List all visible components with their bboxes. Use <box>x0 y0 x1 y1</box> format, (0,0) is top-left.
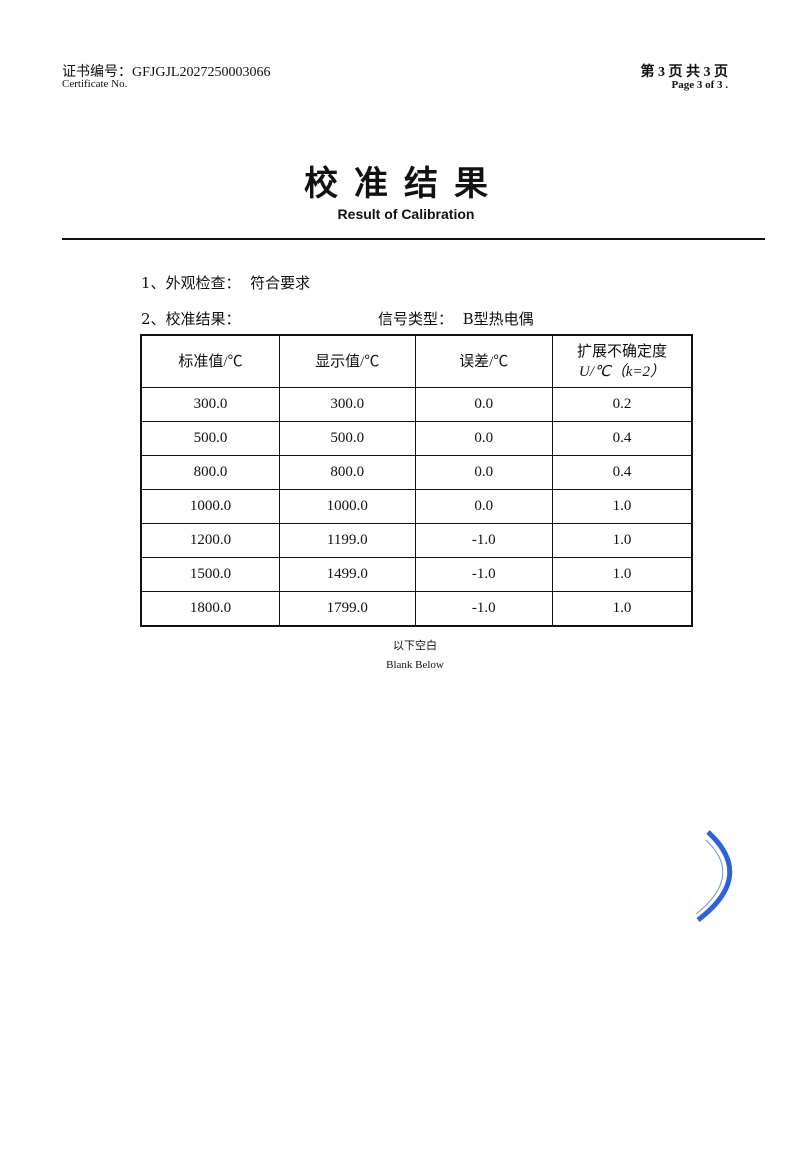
cell-display-value: 800.0 <box>279 455 416 490</box>
cell-error: 0.0 <box>414 421 553 456</box>
page-number-cn: 第 3 页 共 3 页 <box>640 65 729 80</box>
cell-standard-value: 1200.0 <box>140 523 280 558</box>
table-header-row: 标准值/℃ 显示值/℃ 误差/℃ 扩展不确定度 U/℃（k=2） <box>140 334 693 388</box>
cell-error: 0.0 <box>414 387 553 422</box>
table-row: 1500.0 1499.0 -1.0 1.0 <box>140 557 693 592</box>
signal-type-value: B型热电偶 <box>462 310 534 328</box>
cell-error: 0.0 <box>414 455 553 490</box>
appearance-value: 符合要求 <box>250 274 311 292</box>
appearance-label: 1、外观检查： <box>141 274 241 292</box>
cell-standard-value: 300.0 <box>140 387 280 422</box>
table-row: 1000.0 1000.0 0.0 1.0 <box>140 489 693 524</box>
certificate-number: 证书编号：GFJGJL2027250003066 <box>62 61 270 81</box>
page-subtitle: Result of Calibration <box>337 206 475 222</box>
calibration-table: 标准值/℃ 显示值/℃ 误差/℃ 扩展不确定度 U/℃（k=2） 300.0 300… <box>140 334 693 627</box>
cell-display-value: 1499.0 <box>279 557 416 592</box>
header-error: 误差/℃ <box>414 334 553 388</box>
blank-below-en: Blank Below <box>386 659 444 671</box>
cell-uncertainty: 1.0 <box>551 489 693 524</box>
cell-display-value: 300.0 <box>279 387 416 422</box>
blank-below-cn: 以下空白 <box>393 640 437 652</box>
certificate-label: 证书编号： <box>62 65 132 80</box>
header-uncertainty: 扩展不确定度 U/℃（k=2） <box>551 334 693 388</box>
cell-error: 0.0 <box>414 489 553 524</box>
seal-inner-arc <box>695 839 724 915</box>
table-row: 300.0 300.0 0.0 0.2 <box>140 387 693 422</box>
cell-display-value: 1199.0 <box>279 523 416 558</box>
table-row: 500.0 500.0 0.0 0.4 <box>140 421 693 456</box>
cell-display-value: 500.0 <box>279 421 416 456</box>
cell-uncertainty: 0.4 <box>551 455 693 490</box>
cell-uncertainty: 1.0 <box>551 557 693 592</box>
table-row: 1200.0 1199.0 -1.0 1.0 <box>140 523 693 558</box>
certificate-label-en: Certificate No. <box>62 78 128 90</box>
certificate-number-value: GFJGJL2027250003066 <box>132 65 271 80</box>
cell-uncertainty: 0.4 <box>551 421 693 456</box>
cell-standard-value: 800.0 <box>140 455 280 490</box>
cell-standard-value: 1500.0 <box>140 557 280 592</box>
calibration-result-label: 2、校准结果： <box>141 310 241 328</box>
official-seal <box>695 830 733 922</box>
page-number-en: Page 3 of 3 . <box>671 79 728 91</box>
header-uncertainty-line2: U/℃（k=2） <box>578 363 666 380</box>
page-title: 校准结果 <box>304 164 504 204</box>
cell-display-value: 1000.0 <box>279 489 416 524</box>
table-row: 800.0 800.0 0.0 0.4 <box>140 455 693 490</box>
seal-arc <box>696 830 733 922</box>
header-uncertainty-line1: 扩展不确定度 <box>576 343 667 360</box>
cell-uncertainty: 1.0 <box>551 523 693 558</box>
signal-type: 信号类型： B型热电偶 <box>378 308 534 329</box>
blank-below: 以下空白 Blank Below <box>0 637 800 675</box>
cell-error: -1.0 <box>414 523 553 558</box>
cell-error: -1.0 <box>414 557 553 592</box>
cell-uncertainty: 1.0 <box>551 591 693 627</box>
divider <box>62 238 765 240</box>
cell-standard-value: 1000.0 <box>140 489 280 524</box>
appearance-check: 1、外观检查： 符合要求 <box>141 272 310 293</box>
header-standard-value: 标准值/℃ <box>140 334 280 388</box>
cell-standard-value: 500.0 <box>140 421 280 456</box>
cell-error: -1.0 <box>414 591 553 627</box>
cell-standard-value: 1800.0 <box>140 591 280 627</box>
signal-type-label: 信号类型： <box>378 310 454 328</box>
table-row: 1800.0 1799.0 -1.0 1.0 <box>140 591 693 627</box>
cell-display-value: 1799.0 <box>279 591 416 627</box>
header-display-value: 显示值/℃ <box>279 334 416 388</box>
cell-uncertainty: 0.2 <box>551 387 693 422</box>
